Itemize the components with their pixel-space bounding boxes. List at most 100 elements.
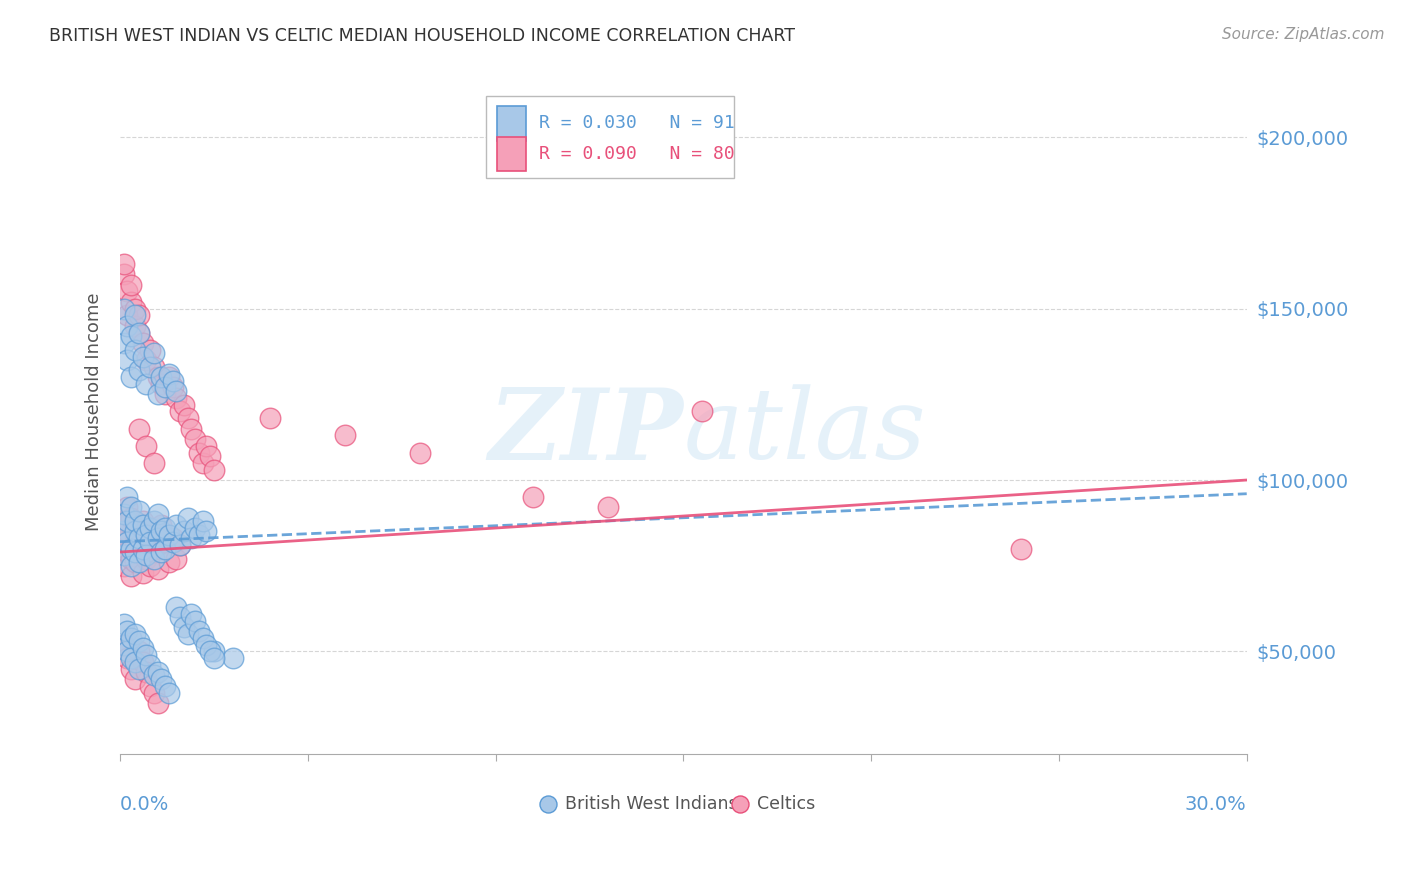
Point [128,634,150,648]
Point [112,617,135,632]
Point [117,644,139,658]
Point [142,531,165,545]
Point [176,627,198,641]
Point [124,627,146,641]
Point [187,528,209,542]
Point [139,521,162,535]
Point [117,353,139,368]
Point [112,638,135,652]
Point [112,267,135,281]
FancyBboxPatch shape [486,96,734,178]
Point [124,514,146,528]
Point [142,685,165,699]
Point [150,517,173,532]
Point [153,521,176,535]
Point [124,534,146,549]
Point [195,439,218,453]
Point [162,531,184,545]
Point [184,432,207,446]
Point [150,672,173,686]
Text: 0.0%: 0.0% [120,796,169,814]
Point [221,651,243,665]
Point [180,607,202,621]
Point [195,524,218,539]
Point [173,398,195,412]
Point [124,318,146,333]
Point [131,517,153,532]
Point [335,428,357,442]
Point [135,528,157,542]
Point [120,662,142,676]
Point [135,549,157,563]
Point [128,555,150,569]
Point [124,343,146,357]
Point [128,326,150,340]
Point [117,490,139,504]
Point [112,301,135,316]
Point [131,566,153,580]
Point [128,326,150,340]
Point [117,318,139,333]
Point [146,508,169,522]
Point [128,309,150,323]
Point [146,524,169,539]
Point [124,545,146,559]
Point [409,445,432,459]
Point [153,387,176,401]
Point [142,359,165,374]
Point [142,552,165,566]
Point [112,508,135,522]
Point [112,638,135,652]
Point [150,370,173,384]
Point [139,658,162,673]
Point [191,631,214,645]
Point [135,439,157,453]
Point [150,524,173,539]
Point [184,614,207,628]
Point [176,510,198,524]
Point [146,562,169,576]
Point [128,421,150,435]
Point [112,534,135,549]
Point [120,277,142,292]
Point [124,655,146,669]
Point [1010,541,1032,556]
Point [128,363,150,377]
Point [157,555,180,569]
Text: British West Indians: British West Indians [565,795,738,813]
Point [112,524,135,539]
Point [165,391,187,405]
Point [142,456,165,470]
Point [135,353,157,368]
Point [117,514,139,528]
Point [191,456,214,470]
FancyBboxPatch shape [498,106,526,141]
Point [142,346,165,360]
Point [120,370,142,384]
Text: R = 0.090   N = 80: R = 0.090 N = 80 [538,145,735,163]
Text: ZIP: ZIP [488,384,683,480]
Point [128,504,150,518]
Point [157,528,180,542]
Point [117,534,139,549]
Point [157,367,180,381]
Point [124,301,146,316]
Point [112,549,135,563]
Point [128,541,150,556]
Point [120,294,142,309]
Point [131,641,153,656]
Point [150,545,173,559]
Point [522,490,544,504]
Point [150,376,173,391]
Point [153,380,176,394]
Point [173,524,195,539]
Point [139,343,162,357]
Point [157,685,180,699]
Point [191,514,214,528]
Point [146,387,169,401]
Point [117,500,139,515]
Point [128,662,150,676]
Point [146,370,169,384]
Point [169,538,191,552]
Y-axis label: Median Household Income: Median Household Income [86,293,103,531]
